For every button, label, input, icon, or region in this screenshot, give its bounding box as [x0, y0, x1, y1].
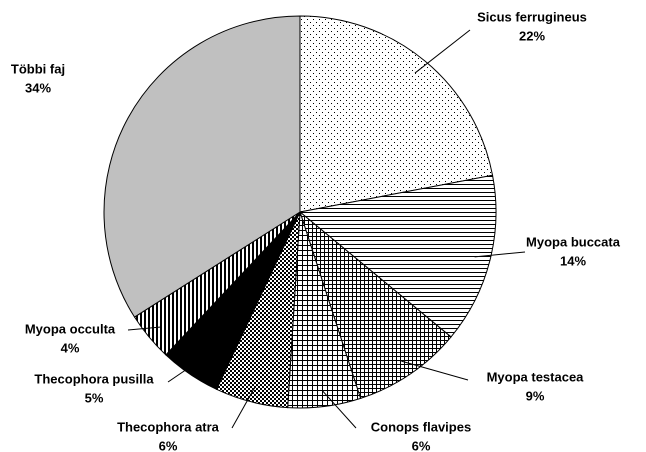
slice-label: Myopa occulta: [25, 321, 116, 336]
slice-value: 9%: [526, 388, 545, 403]
slice-label: Conops flavipes: [371, 419, 471, 434]
slice-value: 5%: [85, 390, 104, 405]
slice-value: 34%: [25, 80, 51, 95]
slice-label: Thecophora pusilla: [34, 371, 154, 386]
pie-slice: [299, 15, 494, 213]
slice-label: Myopa testacea: [487, 369, 585, 384]
slice-value: 4%: [61, 340, 80, 355]
leader-line: [231, 386, 256, 429]
slice-label: Többi faj: [11, 61, 65, 76]
slice-value: 6%: [159, 438, 178, 452]
pie-slice: [298, 174, 497, 338]
leader-line: [401, 360, 469, 381]
slice-label: Thecophora atra: [117, 419, 220, 434]
leader-line: [167, 360, 199, 383]
leader-line: [322, 390, 357, 429]
pie-slice: [103, 15, 301, 318]
slice-value: 22%: [519, 28, 545, 43]
slice-label: Myopa buccata: [526, 234, 621, 249]
pie-slice: [298, 210, 452, 400]
leader-line: [414, 29, 471, 74]
leader-line: [474, 251, 526, 258]
slice-value: 6%: [412, 438, 431, 452]
slice-value: 14%: [560, 253, 586, 268]
leader-line: [127, 326, 162, 331]
slice-label: Sicus ferrugineus: [477, 9, 587, 24]
